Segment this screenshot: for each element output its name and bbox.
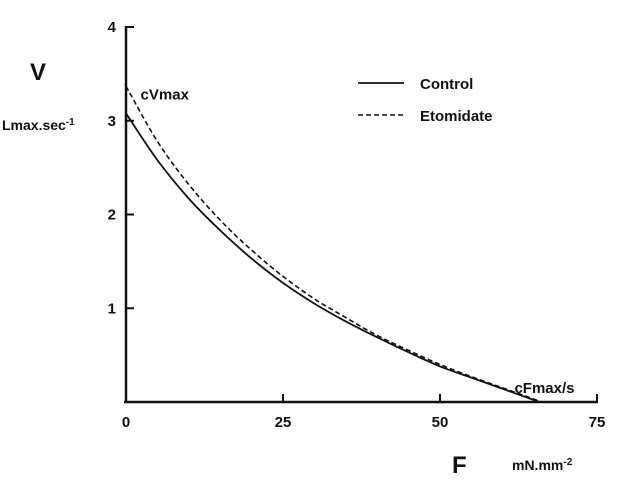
y-tick-label: 1: [108, 300, 116, 317]
x-tick-label: 50: [432, 414, 449, 431]
y-axis-title: V: [30, 59, 46, 86]
legend-etomidate-label: Etomidate: [420, 108, 493, 125]
y-axis-unit: Lmax.sec-1: [2, 117, 75, 133]
y-tick-label: 2: [108, 207, 116, 224]
y-tick-label: 4: [108, 19, 117, 36]
y-tick-label: 3: [108, 113, 116, 130]
series-line-control: [125, 112, 541, 403]
legend-control-label: Control: [420, 76, 473, 93]
x-axis-unit: mN.mm-2: [512, 457, 573, 473]
x-axis-title: F: [452, 452, 467, 479]
annotation-cfmax: cFmax/s: [514, 380, 574, 397]
annotation-cvmax: cVmax: [141, 87, 190, 104]
series-line-etomidate: [125, 85, 541, 403]
legend: Control Etomidate: [358, 76, 493, 125]
x-tick-label: 0: [122, 414, 130, 431]
x-tick-label: 25: [275, 414, 292, 431]
x-tick-label: 75: [589, 414, 606, 431]
